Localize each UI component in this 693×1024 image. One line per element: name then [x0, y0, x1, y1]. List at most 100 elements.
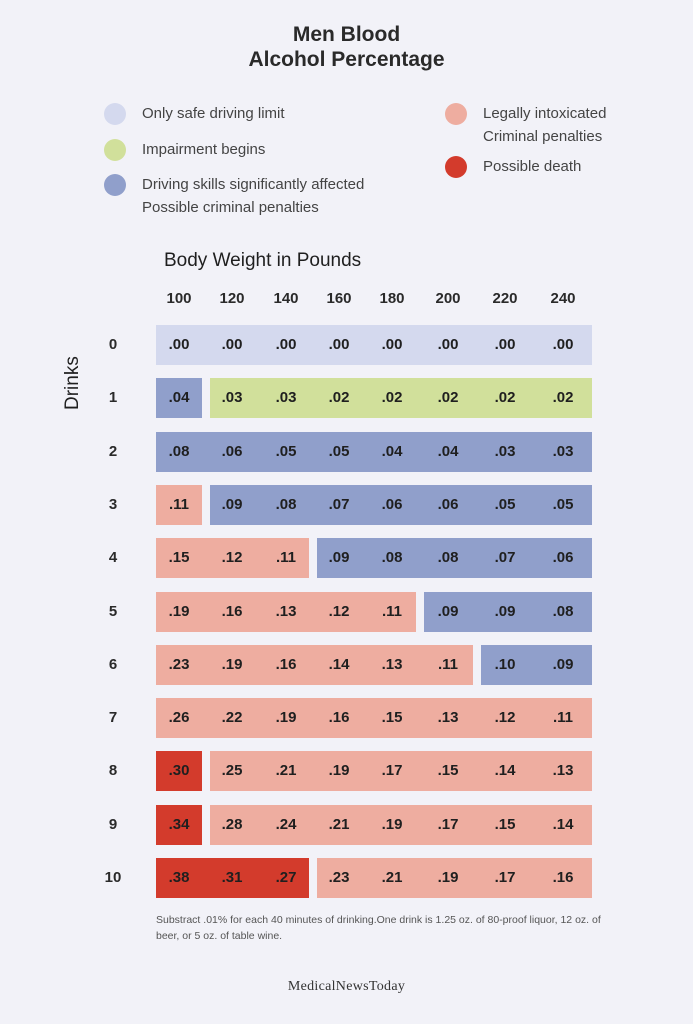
- bac-band: [156, 378, 202, 419]
- drinks-label: 4: [108, 549, 118, 567]
- bac-value: .03: [494, 442, 516, 460]
- bac-value: .19: [221, 655, 243, 673]
- bac-value: .23: [168, 655, 190, 673]
- bac-value: .17: [381, 762, 403, 780]
- legend-item: Only safe driving limit: [104, 102, 285, 125]
- bac-band: [156, 751, 202, 792]
- bac-band: [209, 378, 592, 419]
- legend-label-line: Criminal penalties: [483, 128, 603, 145]
- bac-band: [209, 484, 592, 525]
- bac-value: .13: [275, 602, 297, 620]
- impairment-dot-icon: [104, 139, 126, 161]
- bac-value: .16: [552, 869, 574, 886]
- bac-band: [156, 804, 202, 845]
- bac-value: .21: [328, 815, 350, 833]
- bac-band: [209, 804, 592, 845]
- safe-limit-dot-icon: [104, 103, 126, 125]
- bac-band: [156, 698, 592, 739]
- weight-label: 100: [166, 290, 192, 307]
- drinks-label: 0: [108, 336, 118, 353]
- bac-value: .19: [168, 602, 190, 620]
- bac-value: .30: [168, 762, 190, 780]
- bac-value: .06: [381, 495, 403, 513]
- bac-value: .21: [381, 869, 403, 886]
- bac-value: .09: [328, 549, 350, 567]
- logo: MedicalNewsToday: [287, 979, 406, 994]
- bac-value: .08: [275, 495, 297, 513]
- bac-value: .22: [221, 709, 243, 727]
- bac-value: .11: [552, 709, 574, 727]
- legend-label: Impairment begins: [142, 138, 265, 161]
- bac-value: .14: [328, 655, 350, 673]
- intoxicated-dot-icon: [445, 103, 467, 125]
- bac-band: [156, 484, 202, 525]
- bac-value: .14: [494, 762, 516, 780]
- drinks-label: 6: [108, 655, 118, 673]
- legend-label-line: Driving skills significantly affected: [142, 176, 365, 193]
- bac-value: .13: [552, 762, 574, 780]
- bac-value: .14: [552, 815, 574, 833]
- bac-value: .13: [381, 655, 403, 673]
- bac-band: [424, 591, 592, 632]
- footnote: Substract .01% for each 40 minutes of dr…: [156, 914, 601, 942]
- legend-label-line: Only safe driving limit: [142, 105, 285, 122]
- bac-value: .26: [168, 709, 190, 727]
- bac-value: .12: [494, 709, 516, 727]
- y-axis-title: Drinks: [62, 356, 83, 410]
- drinks-label: 9: [108, 815, 118, 833]
- bac-band: [156, 591, 416, 632]
- legend-item: Driving skills significantly affected Pos…: [104, 173, 364, 219]
- legend-item: Impairment begins: [104, 138, 265, 161]
- bac-value: .08: [168, 442, 190, 460]
- bac-band: [156, 858, 309, 898]
- bac-value: .08: [437, 549, 459, 567]
- weight-label: 240: [550, 290, 576, 307]
- bac-value: .15: [168, 549, 190, 567]
- legend-label: Only safe driving limit: [142, 102, 285, 125]
- bac-value: .09: [494, 602, 516, 620]
- bac-value: .05: [328, 442, 350, 460]
- bac-value: .31: [221, 869, 243, 886]
- bac-value: .07: [494, 549, 516, 567]
- legend-label: Driving skills significantly affected Pos…: [142, 173, 364, 219]
- legend-label-line: Possible criminal penalties: [142, 199, 319, 216]
- bac-value: .24: [275, 815, 297, 833]
- bac-value: .16: [275, 655, 297, 673]
- drinks-label: 8: [108, 762, 118, 780]
- bac-band: [156, 431, 592, 472]
- drinks-label: 2: [108, 442, 118, 460]
- bac-value: .21: [275, 762, 297, 780]
- bac-value: .27: [275, 869, 297, 886]
- bac-value: .34: [168, 815, 190, 833]
- bac-band: [156, 538, 309, 579]
- bac-value: .04: [381, 442, 403, 460]
- bac-value: .06: [552, 549, 574, 567]
- bac-value: .03: [552, 442, 574, 460]
- bac-value: .19: [381, 815, 403, 833]
- drinks-label: 5: [108, 602, 118, 620]
- drinks-label: 1: [108, 389, 118, 407]
- bac-band: [316, 858, 592, 898]
- bac-value: .17: [437, 815, 459, 833]
- legend-label-line: Possible death: [483, 158, 582, 175]
- bac-value: .16: [328, 709, 350, 727]
- drinks-label: 7: [108, 709, 118, 727]
- bac-value: .00: [275, 336, 297, 353]
- bac-value: .09: [221, 495, 243, 513]
- bac-value: .09: [552, 655, 574, 673]
- bac-value: .11: [381, 602, 403, 620]
- bac-value: .11: [437, 655, 459, 673]
- bac-band: [209, 751, 592, 792]
- bac-value: .38: [168, 869, 190, 886]
- bac-band: [156, 325, 592, 365]
- bac-value: .02: [494, 389, 516, 407]
- bac-band: [480, 644, 592, 685]
- bac-value: .03: [221, 389, 243, 407]
- bac-value: .19: [437, 869, 459, 886]
- bac-value: .05: [552, 495, 574, 513]
- bac-value: .08: [552, 602, 574, 620]
- legend-label: Legally intoxicated Criminal penalties: [483, 102, 606, 148]
- bac-value: .19: [275, 709, 297, 727]
- bac-value: .00: [381, 336, 403, 353]
- bac-value: .10: [494, 655, 516, 673]
